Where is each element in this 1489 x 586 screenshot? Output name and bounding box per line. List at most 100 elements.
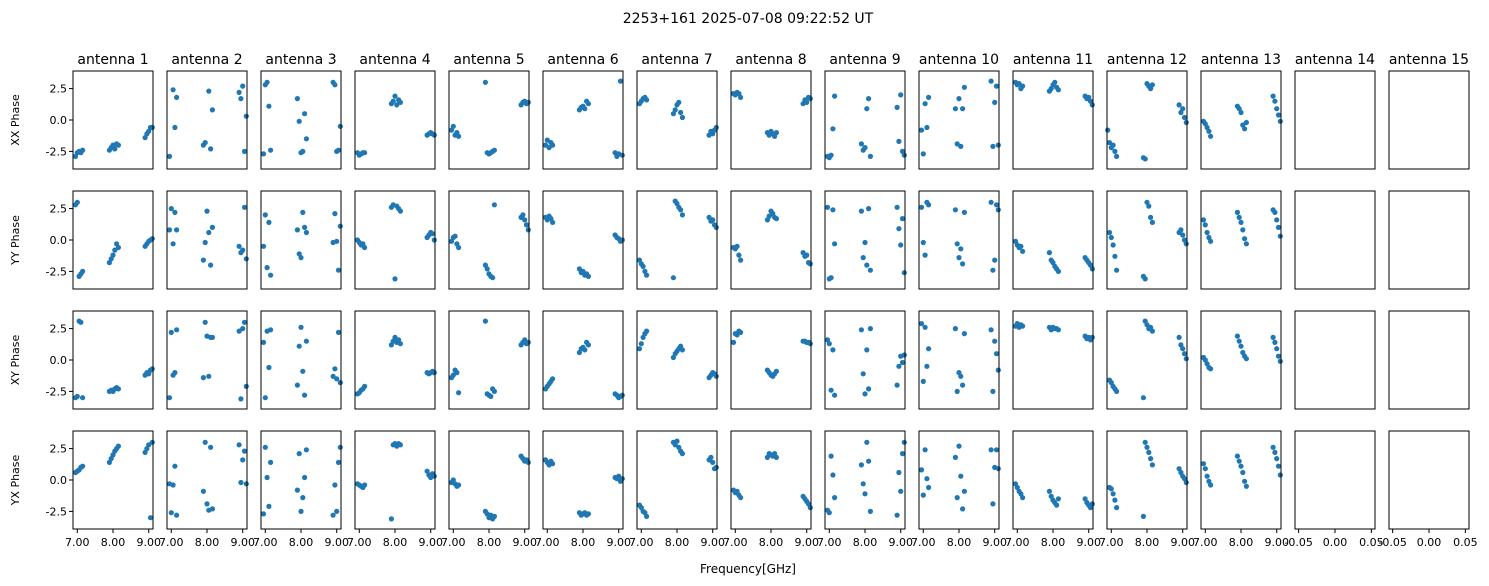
data-point <box>488 393 494 399</box>
data-point <box>832 241 838 247</box>
data-point <box>525 227 531 233</box>
data-point <box>995 367 1001 373</box>
data-point <box>266 103 272 109</box>
panel-frame <box>636 70 718 170</box>
panel-r4-c6: 7.00 8.00 9.00 <box>535 430 631 549</box>
data-point <box>397 341 403 347</box>
column-title: antenna 9 <box>829 52 900 68</box>
data-point <box>1204 229 1210 236</box>
data-point <box>898 488 904 494</box>
x-tick-label: 9.00 <box>700 536 725 549</box>
data-point <box>296 118 302 124</box>
y-tick-label: 2.5 <box>50 323 68 336</box>
panel-frame <box>542 310 624 410</box>
data-point <box>1272 98 1278 104</box>
panel-r2-c2 <box>166 190 249 290</box>
y-tick-label: -2.5 <box>46 385 67 398</box>
data-point <box>1274 456 1280 462</box>
data-point <box>1149 82 1155 88</box>
data-point <box>332 211 338 217</box>
panel-frame <box>824 190 906 290</box>
data-point <box>990 388 996 394</box>
data-point <box>830 347 836 353</box>
panel-frame <box>1200 310 1282 410</box>
row-label: YX Phase <box>9 454 22 506</box>
data-point <box>644 97 650 103</box>
data-point <box>898 92 904 98</box>
panel-r2-c13 <box>1200 190 1283 290</box>
data-point <box>241 319 248 325</box>
data-point <box>522 217 528 223</box>
column-title: antenna 6 <box>547 52 618 68</box>
data-point <box>264 265 270 271</box>
data-point <box>456 133 462 139</box>
data-point <box>1055 87 1061 93</box>
data-point <box>431 473 437 479</box>
data-point <box>1270 334 1276 340</box>
data-point <box>993 83 1000 89</box>
panel-frame <box>918 310 1000 410</box>
data-point <box>452 233 458 239</box>
data-point <box>918 127 925 133</box>
data-point <box>1277 118 1283 124</box>
data-point <box>672 107 678 113</box>
panel-r2-c5 <box>448 190 531 290</box>
panel-frame <box>260 70 342 170</box>
data-point <box>1020 248 1026 254</box>
data-point <box>1106 229 1113 236</box>
data-point <box>894 382 900 388</box>
data-point <box>918 204 925 210</box>
data-point <box>992 257 998 263</box>
data-point <box>710 459 716 465</box>
data-point <box>174 94 180 100</box>
data-point <box>332 366 338 372</box>
panel-frame <box>1200 190 1282 290</box>
panel-r3-c15 <box>1388 310 1470 410</box>
x-tick-label: 7.00 <box>159 536 184 549</box>
data-point <box>860 481 866 487</box>
x-tick-label: 0.00 <box>1323 536 1348 549</box>
panel-r1-c15: antenna 15 <box>1388 52 1470 170</box>
x-tick-label: 7.00 <box>253 536 278 549</box>
data-point <box>956 443 962 449</box>
data-point <box>147 515 154 521</box>
data-point <box>899 216 906 222</box>
data-point <box>456 244 462 251</box>
x-tick-label: 9.00 <box>136 536 161 549</box>
data-point <box>1236 458 1242 464</box>
data-point <box>335 329 342 335</box>
data-point <box>302 224 308 230</box>
data-point <box>110 252 116 258</box>
data-point <box>337 223 343 229</box>
data-point <box>238 479 244 486</box>
panel-frame <box>1106 70 1188 170</box>
data-point <box>826 510 832 516</box>
panel-r1-c14: antenna 14 <box>1294 52 1376 170</box>
data-point <box>174 227 180 233</box>
data-point <box>738 257 744 263</box>
panel-frame <box>730 190 812 290</box>
data-point <box>918 321 925 327</box>
data-point <box>674 438 680 444</box>
data-point <box>303 229 309 236</box>
data-point <box>644 513 650 520</box>
data-point <box>1243 356 1249 362</box>
data-point <box>1046 250 1052 256</box>
data-point <box>362 150 368 156</box>
data-point <box>204 501 210 507</box>
column-title: antenna 7 <box>641 52 712 68</box>
data-point <box>867 153 874 159</box>
x-tick-label: 9.00 <box>888 536 913 549</box>
data-point <box>773 216 780 222</box>
data-point <box>241 448 248 454</box>
data-point <box>988 199 994 205</box>
data-point <box>268 459 274 465</box>
data-point <box>1234 333 1240 339</box>
data-point <box>773 130 780 136</box>
panel-r3-c8 <box>730 310 813 410</box>
data-point <box>1089 501 1095 507</box>
data-point <box>866 458 872 464</box>
data-point <box>862 491 868 497</box>
data-point <box>901 439 907 445</box>
x-tick-label: 8.00 <box>195 536 220 549</box>
